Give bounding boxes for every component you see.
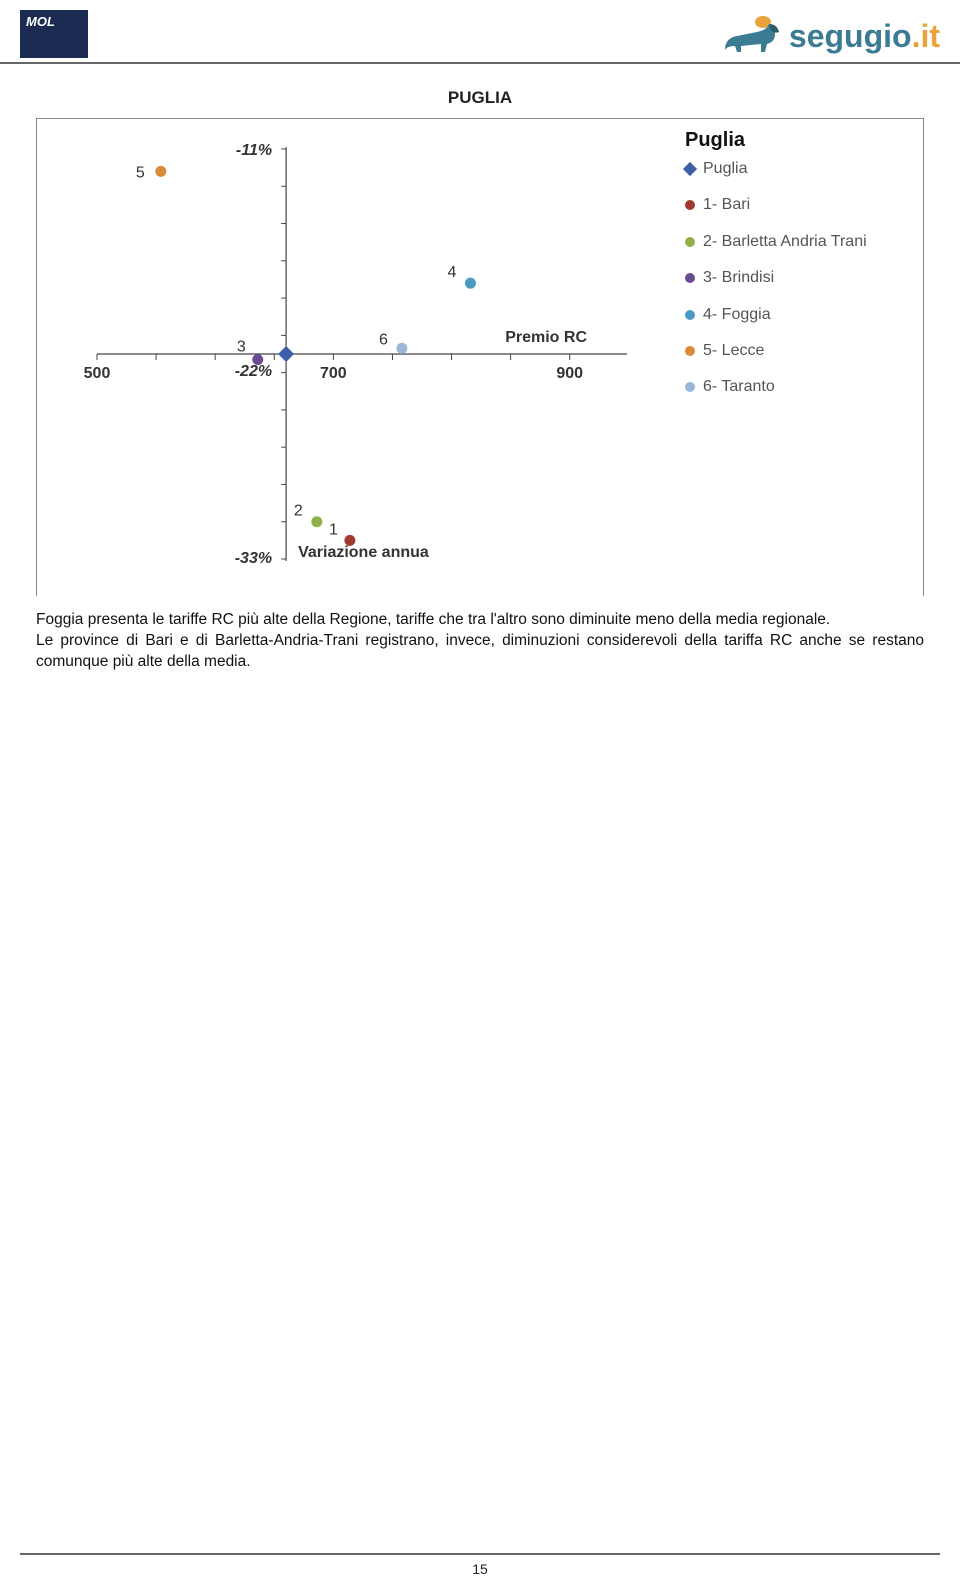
legend-item-brindisi: 3- Brindisi	[685, 269, 905, 287]
legend-item-puglia: Puglia	[685, 160, 905, 178]
legend-item-bat: 2- Barletta Andria Trani	[685, 233, 905, 251]
svg-text:-22%: -22%	[235, 363, 272, 380]
legend-label: 2- Barletta Andria Trani	[703, 233, 867, 251]
logo-it: .it	[912, 18, 940, 54]
svg-text:-33%: -33%	[235, 550, 272, 567]
svg-text:6: 6	[379, 331, 388, 348]
scatter-chart: 500 700 900 -11% -22% -33% Premio RC Variazione…	[57, 129, 657, 589]
logo-seg: segugio	[789, 18, 912, 54]
page-number: 15	[472, 1561, 488, 1577]
logo-text: segugio.it	[789, 18, 940, 55]
chart-legend: Puglia Puglia 1- Bari 2- Barletta Andria T…	[685, 129, 905, 415]
legend-swatch	[685, 310, 695, 320]
mol-badge: MOL	[20, 10, 88, 58]
legend-swatch	[683, 162, 697, 176]
legend-swatch	[685, 200, 695, 210]
svg-text:500: 500	[84, 365, 111, 382]
legend-label: Puglia	[703, 160, 747, 178]
legend-item-lecce: 5- Lecce	[685, 342, 905, 360]
legend-label: 4- Foggia	[703, 306, 771, 324]
legend-swatch	[685, 382, 695, 392]
svg-text:Variazione annua: Variazione annua	[298, 544, 429, 561]
body-paragraph: Foggia presenta le tariffe RC più alte d…	[36, 610, 924, 673]
mol-text: MOL	[26, 14, 55, 29]
legend-item-foggia: 4- Foggia	[685, 306, 905, 324]
svg-text:1: 1	[329, 521, 338, 538]
legend-title: Puglia	[685, 129, 905, 152]
chart-plot: 500 700 900 -11% -22% -33% Premio RC Variazione…	[57, 129, 657, 589]
legend-item-bari: 1- Bari	[685, 196, 905, 214]
svg-text:700: 700	[320, 365, 347, 382]
page-title: PUGLIA	[0, 88, 960, 108]
page-footer: 15	[20, 1553, 940, 1577]
legend-label: 6- Taranto	[703, 378, 775, 396]
svg-text:900: 900	[556, 365, 583, 382]
svg-text:5: 5	[136, 164, 145, 181]
legend-swatch	[685, 237, 695, 247]
svg-text:Premio RC: Premio RC	[505, 329, 587, 346]
legend-swatch	[685, 273, 695, 283]
legend-swatch	[685, 346, 695, 356]
legend-label: 5- Lecce	[703, 342, 764, 360]
legend-label: 3- Brindisi	[703, 269, 774, 287]
page-header: MOL segugio.it	[0, 0, 960, 64]
dog-icon	[719, 14, 783, 58]
segugio-logo: segugio.it	[719, 14, 940, 58]
svg-text:-11%: -11%	[236, 142, 272, 159]
chart-frame: 500 700 900 -11% -22% -33% Premio RC Variazione…	[36, 118, 924, 596]
svg-text:3: 3	[237, 339, 246, 356]
svg-text:4: 4	[448, 264, 457, 281]
svg-text:2: 2	[294, 503, 303, 520]
legend-label: 1- Bari	[703, 196, 750, 214]
legend-item-taranto: 6- Taranto	[685, 378, 905, 396]
